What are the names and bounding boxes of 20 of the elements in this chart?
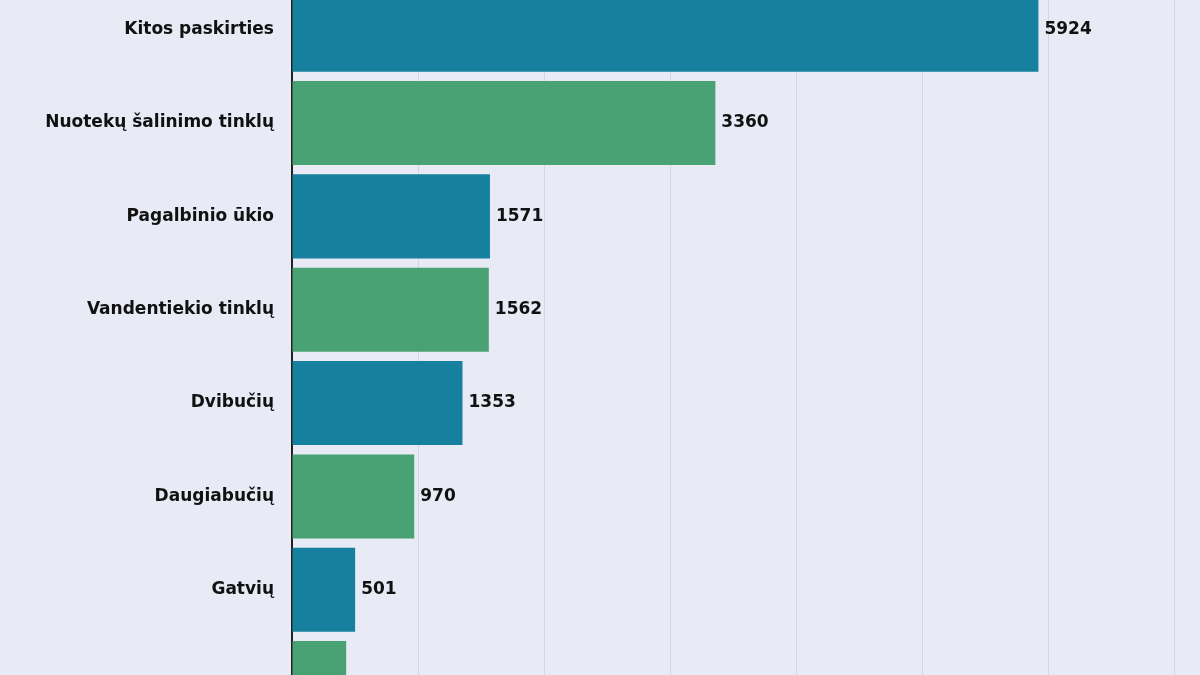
bar	[292, 361, 463, 446]
bar	[292, 174, 490, 259]
y-tick-label: Vandentiekio tinklų	[86, 298, 275, 319]
bar	[292, 267, 489, 352]
data-label: 1562	[494, 298, 543, 319]
y-tick-label: Pagalbinio ūkio	[126, 204, 274, 225]
bar	[292, 547, 356, 632]
y-tick-label: Gatvių	[211, 578, 275, 599]
y-tick-label: Nuotekų šalinimo tinklų	[45, 111, 275, 132]
data-label: 5924	[1044, 18, 1092, 39]
data-label: 3360	[721, 111, 769, 132]
data-label: 1353	[468, 391, 516, 412]
data-label: 970	[420, 484, 456, 505]
data-label: 501	[361, 578, 397, 599]
bar	[292, 454, 415, 539]
y-tick-label: Kitos paskirties	[124, 18, 274, 39]
y-tick-label: Dvibučių	[190, 391, 275, 412]
data-label: 1571	[495, 204, 544, 225]
y-tick-label: Daugiabučių	[154, 484, 275, 505]
bar	[292, 81, 716, 166]
